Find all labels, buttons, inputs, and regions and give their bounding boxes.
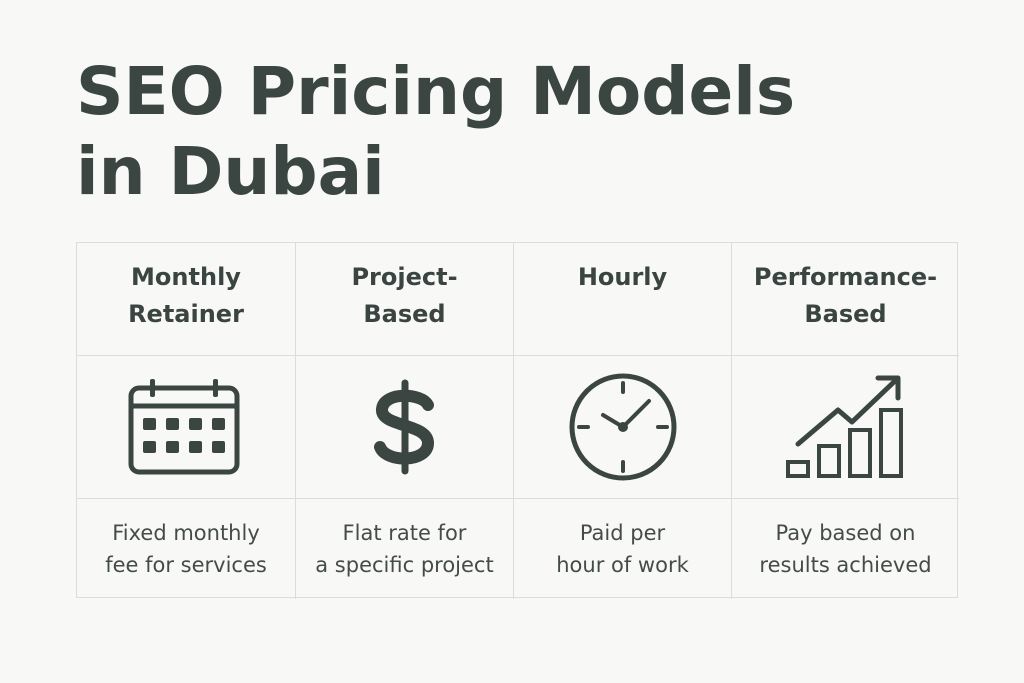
- column-header: Performance- Based: [746, 259, 945, 333]
- calendar-icon: [128, 379, 240, 475]
- desc-cell-performance-based: Pay based on results achieved: [732, 499, 959, 599]
- column-description: Fixed monthly fee for services: [99, 517, 273, 581]
- description-line: a specific project: [315, 553, 494, 577]
- header-line: Based: [804, 300, 887, 328]
- growth-chart-icon: [785, 375, 903, 478]
- column-description: Pay based on results achieved: [753, 517, 937, 581]
- header-line: Retainer: [128, 300, 244, 328]
- page-title: SEO Pricing Models in Dubai: [76, 52, 896, 212]
- dollar-icon: [373, 379, 434, 475]
- description-line: Paid per: [579, 521, 666, 545]
- header-line: Monthly: [131, 263, 241, 291]
- icon-cell-hourly: [514, 356, 732, 499]
- description-line: Fixed monthly: [112, 521, 260, 545]
- icon-cell-performance-based: [732, 356, 959, 499]
- desc-cell-project-based: Flat rate for a specific project: [296, 499, 514, 599]
- title-line-1: SEO Pricing Models: [76, 53, 796, 130]
- header-line: Project-: [351, 263, 458, 291]
- icon-cell-monthly-retainer: [77, 356, 296, 499]
- column-header: Hourly: [570, 259, 675, 296]
- column-header: Project- Based: [343, 259, 465, 333]
- pricing-models-table: Monthly Retainer Project- Based Hourly P…: [76, 242, 959, 599]
- desc-cell-monthly-retainer: Fixed monthly fee for services: [77, 499, 296, 599]
- title-line-2: in Dubai: [76, 133, 385, 210]
- header-cell-hourly: Hourly: [514, 243, 732, 356]
- header-line: Hourly: [577, 262, 668, 291]
- column-description: Flat rate for a specific project: [309, 517, 499, 581]
- description-line: fee for services: [105, 553, 267, 577]
- header-cell-performance-based: Performance- Based: [732, 243, 959, 356]
- header-line: Performance-: [753, 263, 938, 291]
- column-header: Monthly Retainer: [120, 259, 252, 333]
- description-line: Flat rate for: [342, 521, 467, 545]
- description-line: results achieved: [759, 553, 932, 577]
- description-line: hour of work: [556, 553, 689, 577]
- desc-cell-hourly: Paid per hour of work: [514, 499, 732, 599]
- column-description: Paid per hour of work: [550, 517, 695, 581]
- clock-icon: [569, 373, 676, 481]
- header-cell-project-based: Project- Based: [296, 243, 514, 356]
- header-line: Based: [363, 300, 446, 328]
- description-line: Pay based on: [775, 521, 916, 545]
- header-cell-monthly-retainer: Monthly Retainer: [77, 243, 296, 356]
- icon-cell-project-based: [296, 356, 514, 499]
